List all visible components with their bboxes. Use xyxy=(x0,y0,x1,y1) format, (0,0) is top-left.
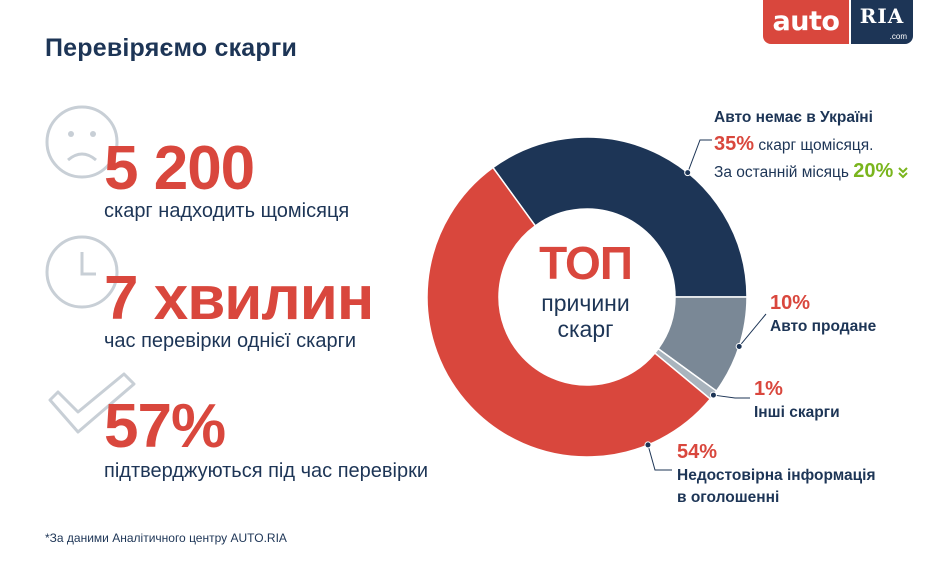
stat-complaints-description: скарг надходить щомісяця xyxy=(104,200,350,222)
chart-center-subtitle: причини скарг xyxy=(513,290,658,343)
stat-confirmed-description: підтверджуються під час перевірки xyxy=(104,460,429,482)
chart-center-subtitle-line1: причини xyxy=(541,290,630,316)
annotation-no-car-in-ukraine: Авто немає в Україні 35% скарг щомісяця.… xyxy=(714,109,908,183)
stat-complaints-value: 5 200 xyxy=(104,134,255,203)
double-chevron-down-icon xyxy=(898,167,908,179)
leader-dot-3 xyxy=(644,441,652,449)
leader-line-0 xyxy=(687,139,712,173)
logo-com-text: .com xyxy=(889,32,907,41)
leader-dot-2 xyxy=(709,391,717,399)
annotation-percent: 54% xyxy=(677,441,718,463)
leader-line-3 xyxy=(647,444,672,471)
sad-face-icon xyxy=(45,105,119,179)
annotation-other-complaints: 1% Інші скарги xyxy=(754,378,840,422)
donut-slice-3 xyxy=(426,166,712,458)
clock-icon xyxy=(45,235,119,309)
stat-confirmed-value: 57% xyxy=(104,392,226,461)
logo-ria-text: RIA xyxy=(859,4,905,28)
annotation-change-value: 20% xyxy=(853,160,894,182)
annotation-label: Авто продане xyxy=(770,318,877,335)
annotation-percent: 35% xyxy=(714,133,755,155)
annotation-percent: 1% xyxy=(754,378,783,400)
logo-ria-block: RIA .com xyxy=(851,0,913,44)
annotation-change-label: За останній місяць xyxy=(714,164,854,181)
annotation-label: Інші скарги xyxy=(754,404,840,421)
leader-line-1 xyxy=(738,313,767,347)
annotation-car-sold: 10% Авто продане xyxy=(770,292,876,336)
annotation-inaccurate-info: 54% Недостовірна інформація в оголошенні xyxy=(677,441,876,507)
donut-slice-0 xyxy=(491,136,748,298)
leader-dot-1 xyxy=(735,342,743,350)
leader-dot-0 xyxy=(684,169,692,177)
page-title: Перевіряємо скарги xyxy=(45,34,298,62)
footnote: *За даними Аналітичного центру AUTO.RIA xyxy=(45,531,287,545)
stat-time-description: час перевірки однієї скарги xyxy=(104,330,357,352)
annotation-subtext: скарг щомісяця. xyxy=(754,137,874,154)
annotation-label-line2: в оголошенні xyxy=(677,489,780,506)
annotation-percent: 10% xyxy=(770,292,811,314)
annotation-label-line1: Недостовірна інформація xyxy=(677,467,876,484)
checkmark-icon xyxy=(48,372,136,434)
stat-time-value: 7 хвилин xyxy=(104,264,374,333)
annotation-label: Авто немає в Україні xyxy=(714,109,873,126)
leader-line-2 xyxy=(713,394,750,399)
chart-center-subtitle-line2: скарг xyxy=(557,316,614,343)
logo-auto-text: auto xyxy=(763,0,849,44)
auto-ria-logo: auto RIA .com xyxy=(763,0,913,44)
chart-center-title: ТОП xyxy=(539,237,633,289)
